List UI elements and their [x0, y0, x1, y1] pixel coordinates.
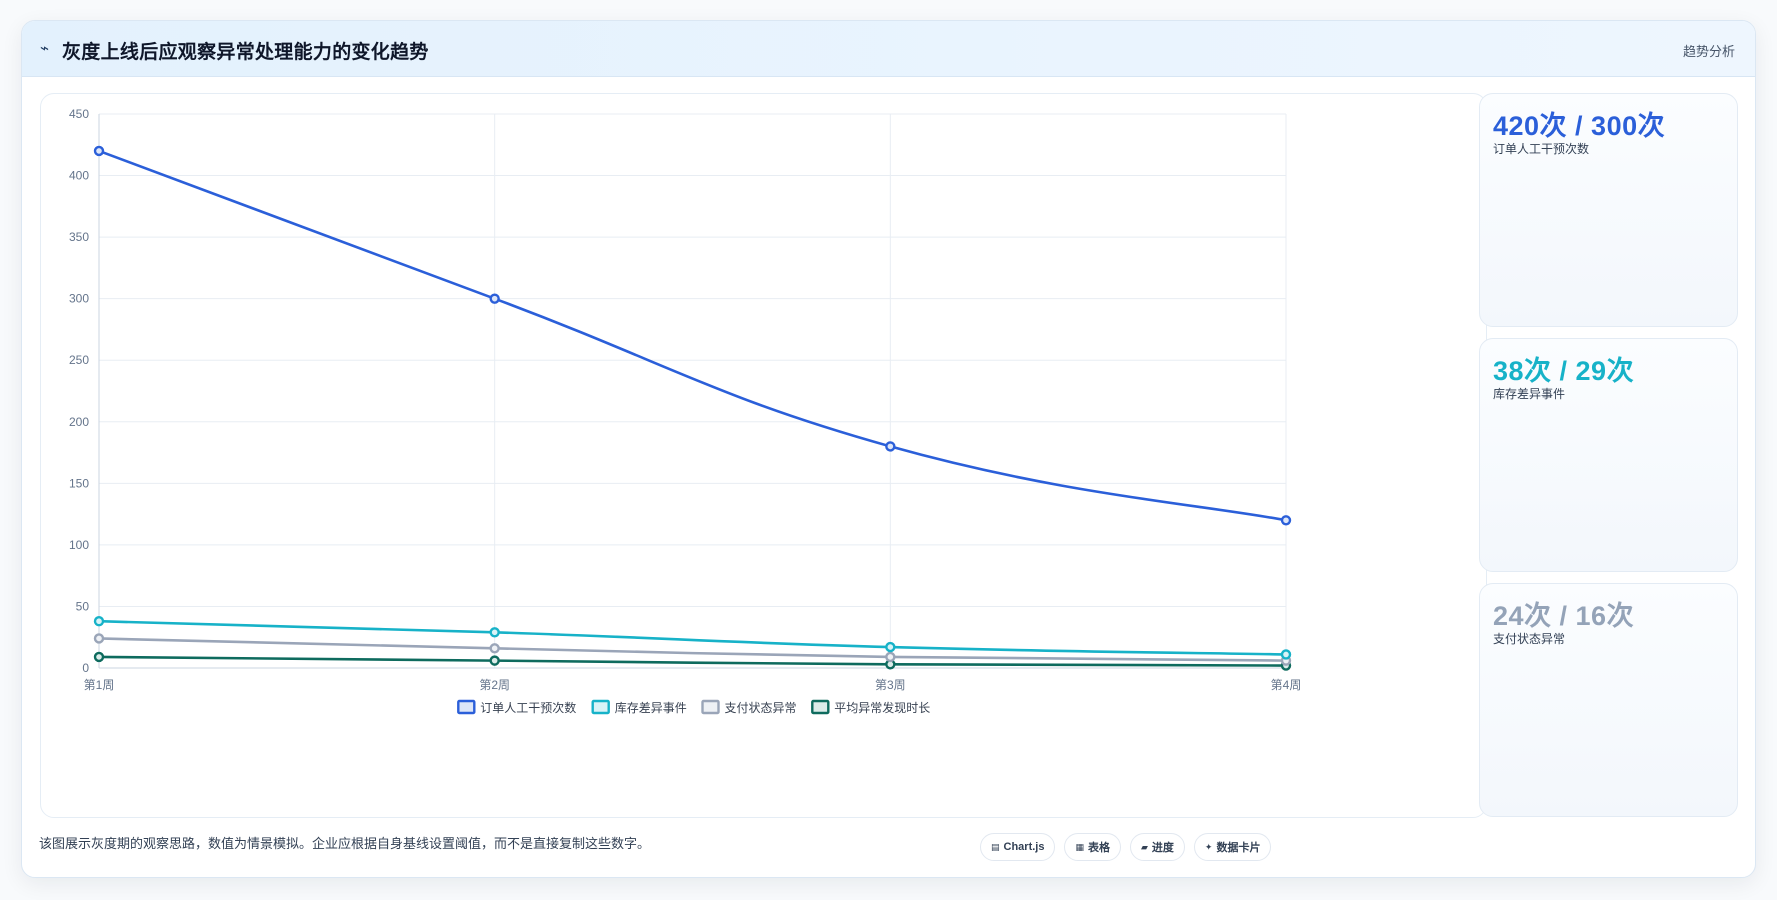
kpi-card-order: 420次 / 300次 订单人工干预次数 — [1479, 93, 1738, 327]
legend-swatch — [701, 699, 720, 715]
legend-label: 平均异常发现时长 — [834, 700, 930, 715]
chart-panel: 0 50 100 150 200 250 300 350 400 450 第1周 第2周 第3周 第4周订… — [40, 93, 1487, 818]
legend-label: 库存差异事件 — [615, 700, 687, 715]
trend-line-icon: ⌁ — [40, 40, 50, 57]
y-tick-label: 50 — [76, 599, 90, 613]
line-chart: 0 50 100 150 200 250 300 350 400 450 第1周 第2周 第3周 第4周订… — [69, 107, 1302, 715]
legend-swatch — [591, 699, 610, 715]
kpi-value: 38次 / 29次 — [1493, 356, 1635, 386]
y-tick-label: 100 — [69, 538, 89, 552]
series-line — [97, 655, 1288, 667]
series-line — [97, 637, 1288, 662]
data-point — [1280, 515, 1292, 526]
y-tick-label: 0 — [82, 661, 89, 675]
header-tag: 趋势分析 — [1682, 44, 1735, 59]
chip-label: 表格 — [1088, 842, 1110, 854]
series-line — [97, 619, 1288, 656]
legend-swatch — [811, 699, 830, 715]
data-point — [885, 641, 896, 653]
y-tick-label: 450 — [69, 107, 89, 121]
kpi-card-payment: 24次 / 16次 支付状态异常 — [1479, 583, 1738, 817]
progress-icon: ▰ — [1141, 841, 1148, 852]
data-point — [1280, 649, 1292, 660]
x-tick-label: 第3周 — [875, 678, 906, 692]
series-line — [97, 149, 1288, 522]
y-tick-label: 250 — [69, 353, 89, 367]
table-icon: ▦ — [1075, 841, 1084, 852]
trend-card: ⌁ 灰度上线后应观察异常处理能力的变化趋势 趋势分析 0 50 100 150 200 2… — [21, 20, 1756, 878]
y-tick-label: 200 — [69, 415, 89, 429]
data-point — [885, 651, 896, 663]
legend-label: 订单人工干预次数 — [480, 700, 576, 715]
sparkle-icon: ✦ — [1204, 841, 1213, 852]
tech-chips: ▤ Chart.js ▦ 表格 ▰ 进度 ✦ 数据卡片 — [980, 833, 1272, 861]
chip-label: 进度 — [1151, 842, 1174, 854]
card-header: ⌁ 灰度上线后应观察异常处理能力的变化趋势 趋势分析 — [22, 21, 1755, 77]
kpi-label: 支付状态异常 — [1493, 632, 1566, 646]
y-tick-label: 400 — [69, 169, 89, 183]
data-point — [93, 616, 105, 627]
y-tick-label: 350 — [69, 230, 89, 244]
footnote: 该图展示灰度期的观察思路，数值为情景模拟。企业应根据自身基线设置阈值，而不是直接… — [39, 836, 651, 851]
kpi-card-inventory: 38次 / 29次 库存差异事件 — [1479, 338, 1738, 572]
x-tick-label: 第4周 — [1271, 678, 1302, 692]
chip-label: Chart.js — [1003, 841, 1045, 853]
kpi-value: 24次 / 16次 — [1493, 601, 1635, 631]
kpi-label: 订单人工干预次数 — [1493, 142, 1590, 156]
y-tick-label: 300 — [69, 292, 89, 306]
data-point — [93, 651, 105, 663]
kpi-label: 库存差异事件 — [1493, 387, 1566, 401]
data-point — [93, 633, 105, 644]
data-point — [93, 145, 105, 157]
x-tick-label: 第2周 — [479, 678, 510, 692]
y-tick-label: 150 — [69, 476, 89, 490]
data-point — [489, 655, 500, 666]
chartjs-chip[interactable]: ▤ Chart.js — [980, 833, 1056, 861]
chart-icon: ▤ — [991, 841, 1000, 852]
legend-label: 支付状态异常 — [725, 701, 797, 715]
progress-chip[interactable]: ▰ 进度 — [1130, 833, 1185, 861]
data-point — [489, 627, 500, 638]
kpi-value: 420次 / 300次 — [1493, 111, 1666, 141]
legend-swatch — [457, 699, 476, 715]
data-card-chip[interactable]: ✦ 数据卡片 — [1193, 833, 1272, 861]
data-point — [489, 293, 500, 304]
x-tick-label: 第1周 — [84, 678, 115, 692]
data-point — [489, 643, 500, 654]
page-title: 灰度上线后应观察异常处理能力的变化趋势 — [62, 42, 429, 63]
data-point — [885, 441, 896, 452]
chip-label: 数据卡片 — [1216, 842, 1261, 854]
table-chip[interactable]: ▦ 表格 — [1064, 833, 1121, 861]
